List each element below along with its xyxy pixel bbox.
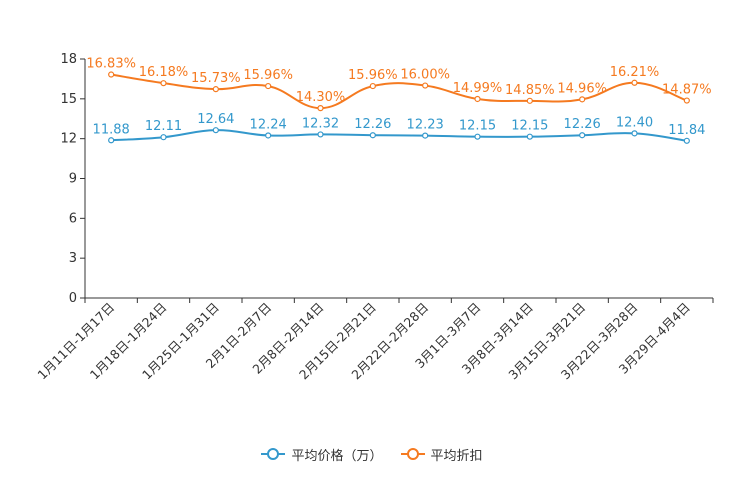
data-point	[526, 133, 533, 140]
data-point	[108, 71, 115, 78]
data-point	[108, 137, 115, 144]
data-point	[317, 105, 324, 112]
series-line-1	[111, 73, 688, 110]
data-label: 12.26	[354, 117, 391, 132]
data-point	[212, 127, 219, 134]
data-label: 12.23	[407, 118, 444, 133]
legend-marker-avg-discount	[400, 447, 425, 461]
y-tick-label: 12	[60, 132, 77, 147]
data-label: 15.96%	[348, 68, 398, 83]
data-label: 16.18%	[139, 65, 189, 80]
data-point	[579, 132, 586, 139]
y-tick-label: 15	[60, 92, 77, 107]
data-point	[422, 82, 429, 89]
data-label: 12.11	[145, 119, 182, 134]
data-point	[683, 97, 690, 104]
data-label: 14.96%	[557, 81, 607, 96]
data-label: 12.15	[459, 119, 496, 134]
data-label: 11.84	[668, 123, 705, 138]
series-group	[108, 71, 690, 144]
data-label: 14.85%	[505, 83, 555, 98]
data-label: 12.32	[302, 116, 339, 131]
data-point	[631, 130, 638, 137]
data-label: 12.24	[250, 117, 287, 132]
y-tick-label: 18	[60, 52, 77, 67]
data-point	[579, 96, 586, 103]
y-tick-label: 6	[69, 211, 77, 226]
data-point	[265, 132, 272, 139]
legend-label-avg-discount: 平均折扣	[430, 448, 483, 464]
data-label: 14.87%	[662, 83, 712, 98]
data-point	[526, 97, 533, 104]
legend: 平均价格（万） 平均折扣	[0, 444, 744, 464]
legend-label-avg-price: 平均价格（万）	[291, 448, 383, 464]
axes: 03691215181月11日-1月17日1月18日-1月24日1月25日-1月…	[34, 52, 714, 382]
data-point	[160, 134, 167, 141]
legend-item-avg-price[interactable]: 平均价格（万）	[261, 445, 383, 464]
data-point	[317, 131, 324, 138]
data-label: 14.30%	[296, 90, 346, 105]
data-label: 16.83%	[86, 57, 136, 72]
legend-marker-avg-price	[261, 447, 286, 461]
data-labels-group: 11.88 12.11 12.64 12.24 12.32 12.26 12.23 12.15…	[86, 57, 711, 138]
data-label: 15.73%	[191, 71, 241, 86]
data-point	[474, 95, 481, 103]
y-tick-label: 3	[69, 251, 77, 266]
data-point	[369, 132, 376, 139]
series-line-0	[111, 129, 687, 142]
y-tick-label: 9	[69, 172, 77, 187]
data-point	[265, 82, 272, 90]
data-point	[474, 133, 481, 140]
data-label: 12.64	[197, 112, 234, 127]
data-label: 12.40	[616, 115, 653, 130]
data-label: 14.99%	[453, 81, 503, 96]
data-point	[683, 137, 690, 144]
data-label: 15.96%	[243, 68, 293, 83]
data-point	[631, 79, 638, 86]
line-chart: 03691215181月11日-1月17日1月18日-1月24日1月25日-1月…	[34, 52, 714, 382]
data-label: 12.15	[511, 119, 548, 134]
data-label: 12.26	[564, 117, 601, 132]
legend-item-avg-discount[interactable]: 平均折扣	[400, 445, 483, 464]
data-label: 16.21%	[610, 65, 660, 80]
data-label: 16.00%	[400, 68, 450, 83]
data-point	[160, 80, 167, 87]
data-point	[369, 82, 376, 90]
data-point	[212, 86, 219, 93]
data-point	[422, 132, 429, 139]
data-label: 11.88	[93, 122, 130, 137]
y-tick-label: 0	[69, 291, 77, 306]
